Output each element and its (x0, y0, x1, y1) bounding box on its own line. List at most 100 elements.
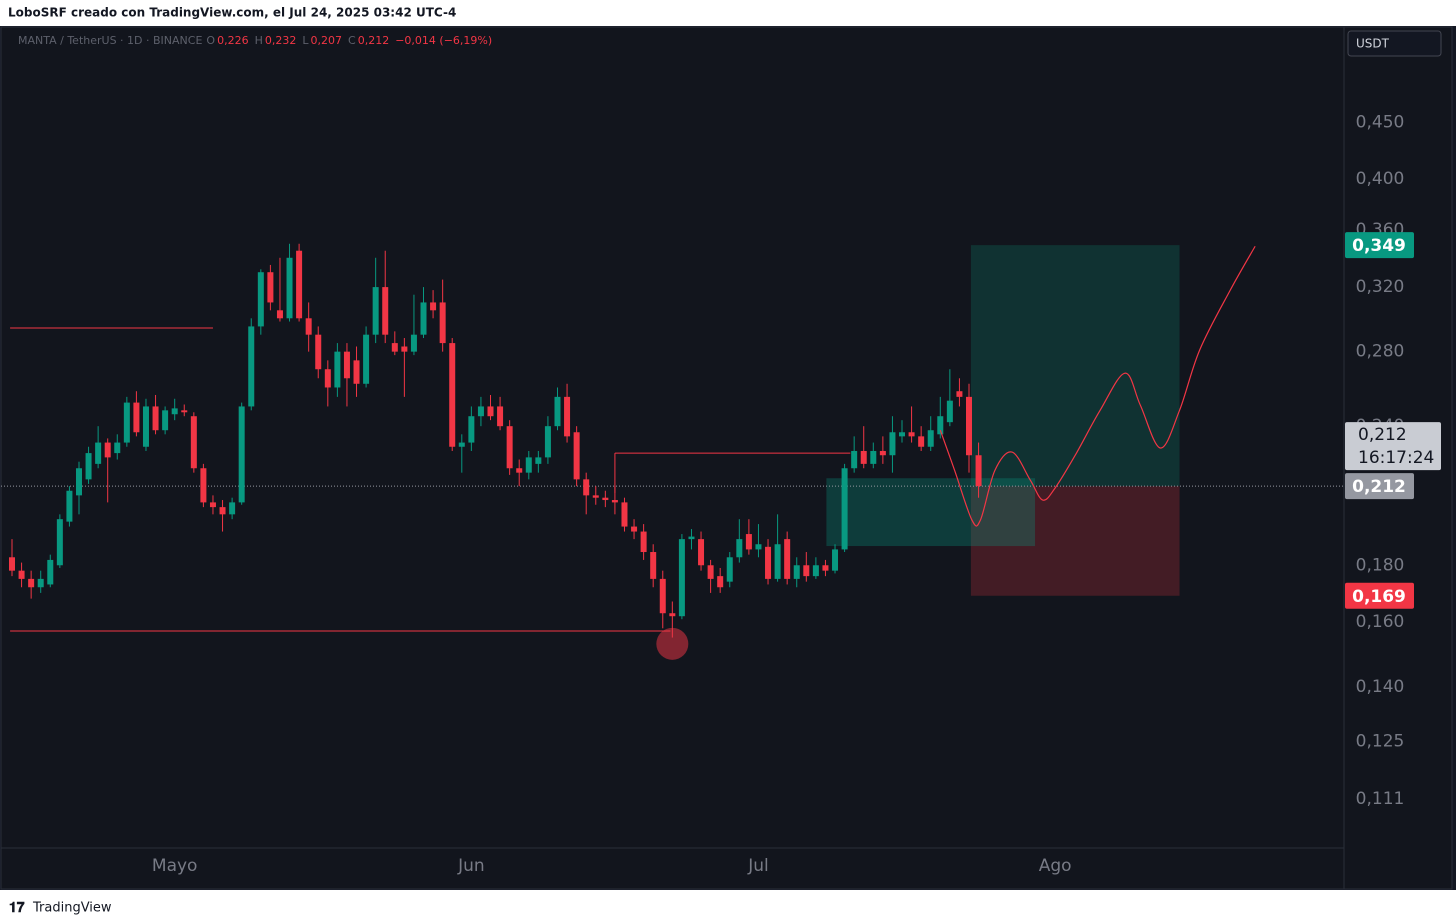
candle-body (324, 369, 331, 388)
y-tick-label: 0,280 (1356, 342, 1405, 362)
currency-box (1347, 30, 1442, 57)
candle-body (487, 406, 494, 417)
y-tick-label: 0,125 (1356, 732, 1405, 752)
x-tick-label: Mayo (152, 856, 198, 876)
candle-body (506, 426, 513, 469)
price-tooltip-value: 0,212 (1358, 425, 1407, 445)
countdown: 16:17:24 (1358, 448, 1434, 468)
candle-body (592, 495, 599, 498)
candle-body (937, 416, 944, 435)
candle-body (85, 453, 92, 480)
candle-body (525, 457, 532, 473)
target-label: 0,349 (1352, 236, 1406, 256)
candle-body (755, 544, 762, 550)
candle-body (717, 576, 724, 588)
candle-body (190, 416, 197, 469)
candle-body (9, 557, 15, 571)
candle-body (535, 457, 542, 464)
candle-body (458, 442, 465, 447)
legend-value: 0,207 (311, 34, 343, 47)
candle-body (650, 552, 657, 579)
candle-body (257, 272, 264, 327)
candle-body (640, 531, 647, 553)
candle-body (870, 450, 877, 464)
candle-body (47, 559, 54, 585)
candle-body (468, 416, 475, 443)
candle-body (784, 539, 791, 579)
y-tick-label: 0,180 (1356, 555, 1405, 575)
candle-body (736, 539, 743, 558)
candle-body (497, 406, 504, 427)
candle-body (879, 450, 886, 456)
candle-body (267, 272, 274, 303)
candle-body (353, 360, 360, 384)
candle-body (410, 334, 417, 352)
candle-body (889, 432, 896, 456)
demand-zone (826, 478, 1036, 547)
candle-body (899, 432, 906, 437)
stop-label: 0,169 (1352, 587, 1406, 607)
candle-body (37, 578, 44, 588)
candle-body (439, 302, 446, 344)
candle-body (774, 544, 781, 579)
candle-body (516, 468, 523, 473)
usdt-button[interactable]: USDT (1347, 30, 1442, 57)
candle-body (276, 310, 283, 319)
last-price-label-box (1345, 473, 1414, 500)
candle-body (171, 408, 178, 415)
candle-body (363, 334, 370, 384)
candle-body (765, 546, 772, 579)
candle-body (707, 565, 714, 579)
candle-body (142, 406, 149, 447)
candle-body (286, 257, 293, 319)
candle-body (583, 479, 590, 496)
candle-body (793, 565, 800, 579)
last-price-label: 0,212 (1352, 477, 1406, 497)
candle-body (334, 351, 341, 388)
candle-body (372, 287, 379, 335)
legend-symbol: MANTA / TetherUS · 1D · BINANCE (18, 34, 202, 47)
candle-body (832, 549, 839, 571)
candle-body (391, 343, 398, 352)
candle-body (975, 455, 982, 487)
candle-body (152, 406, 159, 431)
chart-layer: MANTA / TetherUS · 1D · BINANCE O 0,226 H 0,… (1, 27, 1441, 889)
candle-body (822, 565, 829, 571)
candle-body (95, 442, 102, 464)
y-tick-label: 0,400 (1356, 169, 1405, 189)
legend-key: O (206, 34, 215, 47)
stop-label-box (1345, 582, 1414, 609)
candle-body (114, 442, 121, 454)
candle-body (841, 468, 848, 550)
y-tick-label: 0,140 (1356, 677, 1405, 697)
candle-body (745, 534, 752, 550)
candle-body (430, 302, 437, 311)
candle-body (698, 539, 705, 566)
y-tick-label: 0,111 (1356, 789, 1405, 809)
candle-body (420, 302, 427, 335)
projection-line (939, 245, 1256, 527)
candle-body (544, 426, 551, 458)
candle-body (123, 402, 130, 443)
candle-body (803, 565, 810, 577)
candle-body (382, 287, 389, 335)
header-title: LoboSRF creado con TradingView.com, el J… (8, 6, 456, 20)
legend-value: 0,226 (217, 34, 249, 47)
candle-body (851, 450, 858, 469)
x-tick-label: Jul (747, 856, 769, 876)
y-tick-label: 0,160 (1356, 612, 1405, 632)
candle-body (946, 400, 953, 423)
price-tooltip-box (1345, 422, 1441, 471)
candle-body (104, 442, 111, 458)
brand: 𝟏𝟕 TradingView (9, 900, 112, 916)
candle-body (219, 507, 226, 515)
x-tick-label: Jun (457, 856, 485, 876)
x-tick-label: Ago (1039, 856, 1072, 876)
candle-body (315, 334, 322, 370)
y-tick-label: 0,450 (1356, 112, 1405, 132)
target-label-box (1345, 232, 1414, 259)
candle-body (860, 450, 867, 464)
candle-body (401, 346, 408, 352)
candle-body (573, 432, 580, 480)
legend-change: −0,014 (−6,19%) (395, 34, 492, 47)
